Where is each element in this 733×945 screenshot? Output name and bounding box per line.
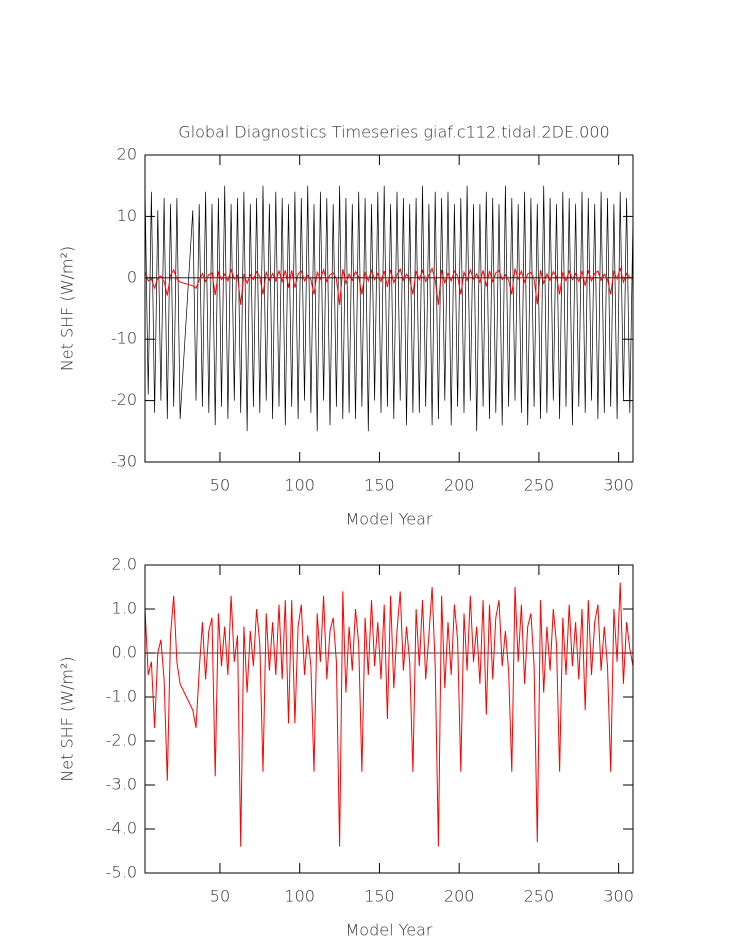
x-tick-label: 100 [284, 887, 315, 906]
chart-title: Global Diagnostics Timeseries giaf.c112.… [178, 123, 609, 142]
plot-frame [144, 154, 634, 463]
y-axis-label: Net SHF (W/m²) [58, 656, 77, 781]
series-line [144, 582, 634, 847]
x-tick-label: 100 [284, 476, 315, 495]
x-tick-label: 200 [444, 887, 475, 906]
series-line [144, 185, 634, 432]
x-tick-label: 250 [524, 476, 555, 495]
y-tick-label: 0.0 [112, 643, 137, 662]
y-tick-label: -1.0 [106, 687, 137, 706]
y-tick-label: 20 [117, 145, 137, 164]
x-axis-label: Model Year [346, 510, 433, 529]
x-tick-label: 200 [444, 476, 475, 495]
y-tick-label: -30 [111, 452, 137, 471]
y-tick-label: 2.0 [112, 555, 137, 574]
y-tick-label: -3.0 [106, 775, 137, 794]
y-tick-label: -20 [111, 390, 137, 409]
y-tick-label: -5.0 [106, 863, 137, 882]
y-tick-label: -2.0 [106, 731, 137, 750]
x-tick-label: 50 [210, 887, 230, 906]
x-tick-label: 250 [524, 887, 555, 906]
y-tick-label: 1.0 [112, 599, 137, 618]
y-tick-label: 10 [117, 206, 137, 225]
y-tick-label: -10 [111, 329, 137, 348]
series-line [144, 267, 634, 305]
y-tick-label: 0 [127, 267, 137, 286]
x-tick-label: 300 [603, 887, 634, 906]
x-tick-label: 300 [603, 476, 634, 495]
x-tick-label: 50 [210, 476, 230, 495]
plot-frame [144, 564, 634, 874]
x-tick-label: 150 [364, 887, 395, 906]
x-tick-label: 150 [364, 476, 395, 495]
x-axis-label: Model Year [346, 921, 433, 940]
y-tick-label: -4.0 [106, 819, 137, 838]
y-axis-label: Net SHF (W/m²) [58, 246, 77, 371]
